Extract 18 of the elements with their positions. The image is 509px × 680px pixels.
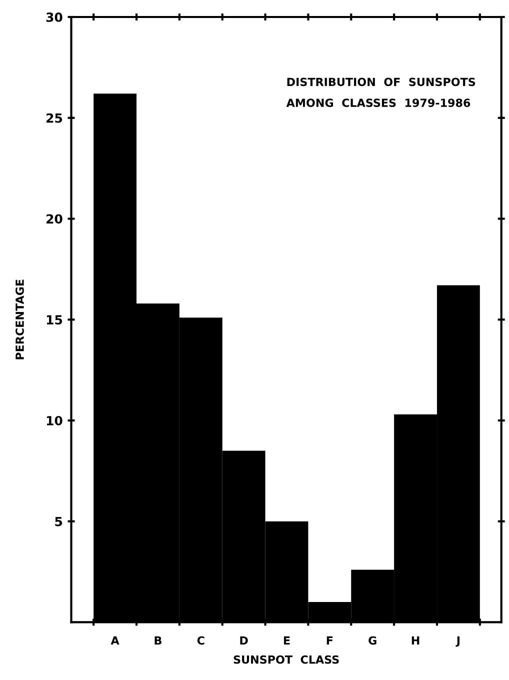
x-tick-label: H — [412, 636, 420, 645]
y-tick-label: 20 — [46, 214, 62, 224]
y-tick-label: 30 — [46, 12, 62, 22]
x-tick-label: C — [197, 636, 204, 645]
x-tick-label: F — [326, 636, 333, 645]
x-tick-label: B — [154, 636, 162, 645]
x-tick-label: E — [284, 636, 290, 645]
x-tick-label: D — [240, 636, 248, 645]
y-tick-label: 10 — [46, 416, 62, 426]
y-tick-label: 5 — [55, 516, 62, 526]
x-tick-label: A — [110, 636, 120, 645]
x-tick-label: G — [368, 636, 376, 645]
y-tick-label: 15 — [46, 315, 62, 325]
y-tick-label: 25 — [46, 113, 62, 123]
x-tick-label: J — [456, 636, 460, 647]
x-axis-title: SUNSPOT CLASS — [234, 655, 339, 664]
text: DISTRIBUTION OF SUNSPOTS AMONG CLASSES 1979-1986 — [286, 78, 476, 108]
y-axis-title: PERCENTAGE — [16, 280, 24, 360]
